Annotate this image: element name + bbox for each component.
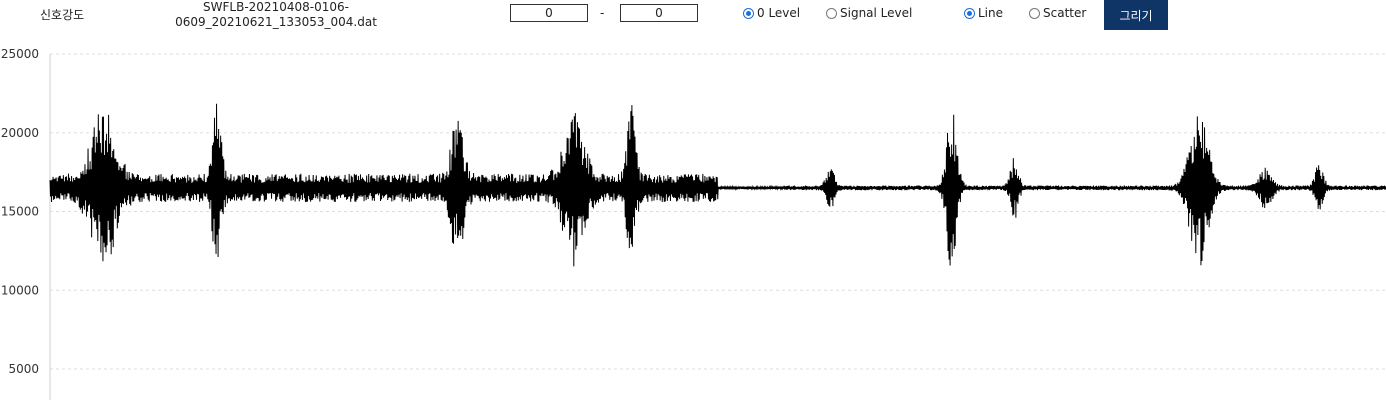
signal-chart: 25000 20000 15000 10000 5000 — [0, 36, 1386, 400]
file-name-line-2: 0609_20210621_133053_004.dat — [175, 15, 377, 29]
y-tick-label: 20000 — [1, 126, 39, 140]
scatter-radio[interactable]: Scatter — [1029, 6, 1086, 20]
file-name-line-1: SWFLB-20210408-0106- — [203, 0, 349, 14]
y-tick-label: 25000 — [1, 47, 39, 61]
y-tick-label: 15000 — [1, 205, 39, 219]
y-tick-label: 5000 — [8, 362, 39, 376]
signal-level-label: Signal Level — [840, 6, 913, 20]
signal-chart-svg: 25000 20000 15000 10000 5000 — [1, 47, 1386, 400]
draw-button[interactable]: 그리기 — [1104, 0, 1168, 30]
y-tick-label: 10000 — [1, 283, 39, 297]
scatter-radio-dot[interactable] — [1029, 7, 1040, 19]
zero-level-radio-dot[interactable] — [743, 7, 754, 19]
range-start-input[interactable] — [510, 4, 588, 22]
grid-lines — [50, 53, 1386, 370]
scatter-label: Scatter — [1043, 6, 1087, 20]
zero-level-radio[interactable]: 0 Level — [743, 6, 800, 20]
file-name: SWFLB-20210408-0106- 0609_20210621_13305… — [166, 0, 386, 30]
signal-strength-label: 신호강도 — [40, 8, 85, 22]
zero-level-label: 0 Level — [757, 6, 801, 20]
signal-level-radio[interactable]: Signal Level — [826, 6, 912, 20]
line-radio-dot[interactable] — [964, 7, 975, 19]
line-radio[interactable]: Line — [964, 6, 1003, 20]
line-label: Line — [978, 6, 1004, 20]
signal-level-radio-dot[interactable] — [826, 7, 837, 19]
toolbar: 신호강도 SWFLB-20210408-0106- 0609_20210621_… — [0, 0, 1386, 34]
range-separator: - — [600, 6, 605, 20]
signal-series-line — [49, 103, 1386, 267]
range-end-input[interactable] — [620, 4, 698, 22]
y-axis-ticks: 25000 20000 15000 10000 5000 — [1, 47, 39, 376]
